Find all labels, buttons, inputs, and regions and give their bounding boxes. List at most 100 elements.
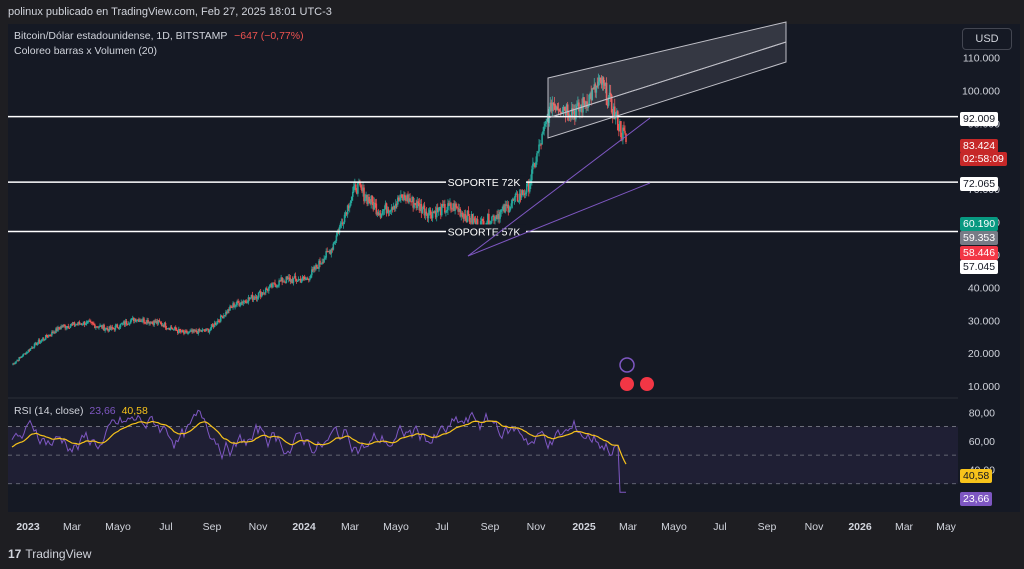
candle-body <box>577 102 579 106</box>
candle-body <box>237 301 239 303</box>
candle-body <box>621 136 623 140</box>
candle-body <box>426 213 429 219</box>
candle-body <box>245 301 248 304</box>
candle-body <box>423 205 426 216</box>
candle-body <box>486 222 488 225</box>
candle-body <box>246 302 249 304</box>
candle-body <box>312 269 314 271</box>
candle-body <box>120 323 123 325</box>
candle-body <box>216 320 219 324</box>
candle-body <box>300 280 303 283</box>
candle-body <box>421 208 424 213</box>
candle-body <box>124 320 127 325</box>
candle-body <box>198 329 201 332</box>
publish-text: polinux publicado en TradingView.com, Fe… <box>8 6 332 18</box>
candle-body <box>603 82 606 86</box>
candle-body <box>225 311 227 316</box>
candle-body <box>511 199 514 204</box>
candle-body <box>111 327 114 329</box>
candle-body <box>107 328 109 332</box>
candle-body <box>76 324 79 326</box>
candle-body <box>235 304 237 306</box>
currency-button[interactable]: USD <box>962 28 1012 50</box>
candle-body <box>562 106 565 111</box>
candle-body <box>601 77 604 85</box>
candle-body <box>599 77 602 80</box>
candle-body <box>501 209 503 211</box>
candle-body <box>602 77 605 83</box>
candle-body <box>77 321 80 325</box>
candle-body <box>612 106 615 119</box>
candle-body <box>462 214 465 219</box>
candle-body <box>513 197 516 201</box>
candle-body <box>537 151 539 154</box>
line-tag-92k: 92.009 <box>960 112 999 126</box>
candle-body <box>272 282 274 288</box>
candle-body <box>458 208 460 212</box>
candle-body <box>490 221 492 225</box>
candle-body <box>159 321 162 323</box>
rsi-ma-line <box>11 420 627 465</box>
candle-body <box>289 278 292 282</box>
candle-body <box>395 203 398 205</box>
candle-body <box>496 215 498 220</box>
candle-body <box>190 330 192 332</box>
candle-body <box>183 331 185 334</box>
candle-body <box>129 320 132 324</box>
candle-body <box>435 207 438 218</box>
candle-body <box>60 326 62 329</box>
candle-body <box>389 210 392 212</box>
candle-body <box>36 342 39 346</box>
candle-body <box>278 280 280 286</box>
candle-body <box>314 266 316 270</box>
candle-body <box>141 321 143 323</box>
candle-body <box>93 323 95 325</box>
candle-body <box>446 209 448 212</box>
brand-label: TradingView <box>25 547 92 561</box>
footer-bar <box>0 540 1024 569</box>
candle-body <box>538 144 540 152</box>
candle-body <box>586 101 588 108</box>
candle-body <box>27 349 30 353</box>
price-change: −647 (−0,77%) <box>234 30 304 42</box>
candle-body <box>269 284 271 288</box>
candle-body <box>430 214 433 219</box>
tradingview-logo[interactable]: 17 TradingView <box>8 547 91 561</box>
candle-body <box>611 112 614 119</box>
candle-body <box>536 153 538 162</box>
candle-body <box>227 309 229 314</box>
candle-body <box>152 322 155 325</box>
candle-body <box>553 103 556 106</box>
candle-body <box>539 144 541 146</box>
time-axis-label: Nov <box>527 521 546 533</box>
candle-body <box>83 321 86 325</box>
candle-body <box>574 110 576 120</box>
candle-body <box>231 307 233 309</box>
candle-body <box>469 221 472 223</box>
candle-body <box>79 323 82 325</box>
candle-body <box>600 79 603 85</box>
time-axis-label: Jul <box>159 521 172 533</box>
candle-body <box>412 196 414 208</box>
candle-body <box>68 327 71 329</box>
candle-body <box>540 144 542 146</box>
candle-body <box>20 356 23 358</box>
candle-body <box>145 322 147 324</box>
candle-body <box>75 324 78 326</box>
candle-body <box>170 327 173 329</box>
candle-body <box>607 97 610 106</box>
candle-body <box>207 329 210 333</box>
candle-body <box>554 105 557 111</box>
candle-body <box>359 182 361 186</box>
candle-body <box>352 186 355 192</box>
candle-body <box>197 329 200 334</box>
candle-body <box>351 191 354 197</box>
us-flag-icon <box>620 377 634 391</box>
candle-body <box>158 320 161 322</box>
candle-body <box>559 111 562 113</box>
candle-body <box>87 320 90 322</box>
candle-body <box>560 112 563 114</box>
candle-body <box>529 183 531 192</box>
candle-body <box>450 203 452 209</box>
